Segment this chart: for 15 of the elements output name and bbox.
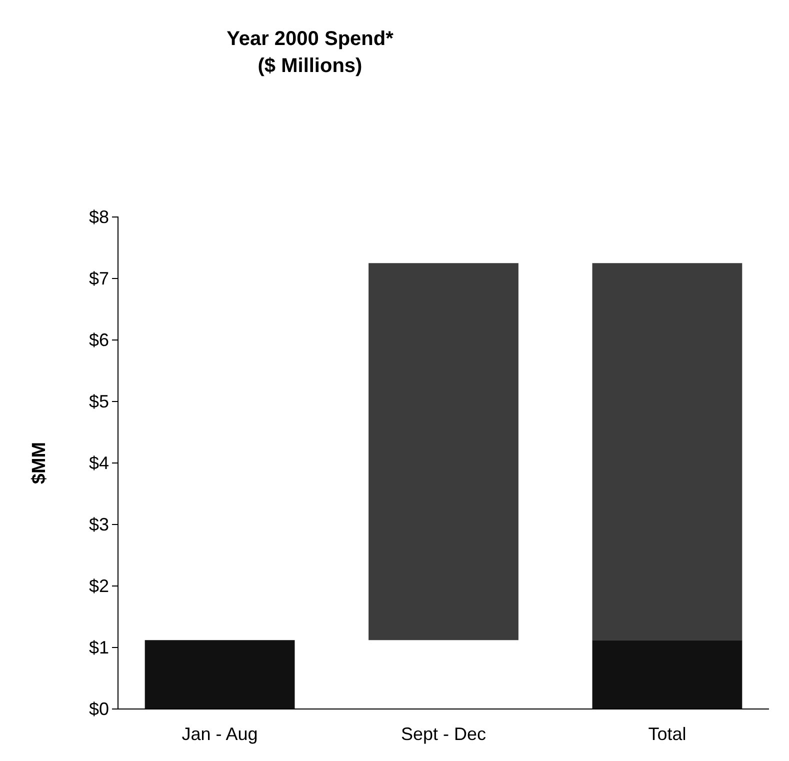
y-tick-label: $0 [88, 698, 109, 719]
y-tick-label: $2 [88, 576, 109, 596]
x-tick-label: Total [648, 724, 686, 744]
chart-subtitle: ($ Millions) [258, 55, 362, 77]
y-tick-label: $6 [88, 330, 109, 350]
x-tick-label: Jan - Aug [182, 724, 258, 744]
y-tick-label: $7 [88, 268, 109, 288]
y-tick-label: $3 [88, 514, 109, 534]
y-tick-label: $5 [88, 391, 109, 412]
x-tick-label: Sept - Dec [400, 724, 486, 744]
y-tick-label: $8 [88, 206, 109, 227]
y-tick-label: $1 [88, 637, 109, 658]
chart-title: Year 2000 Spend* [226, 28, 394, 50]
y-tick-label: $4 [88, 452, 109, 473]
y-axis-title: $MM [29, 442, 50, 484]
